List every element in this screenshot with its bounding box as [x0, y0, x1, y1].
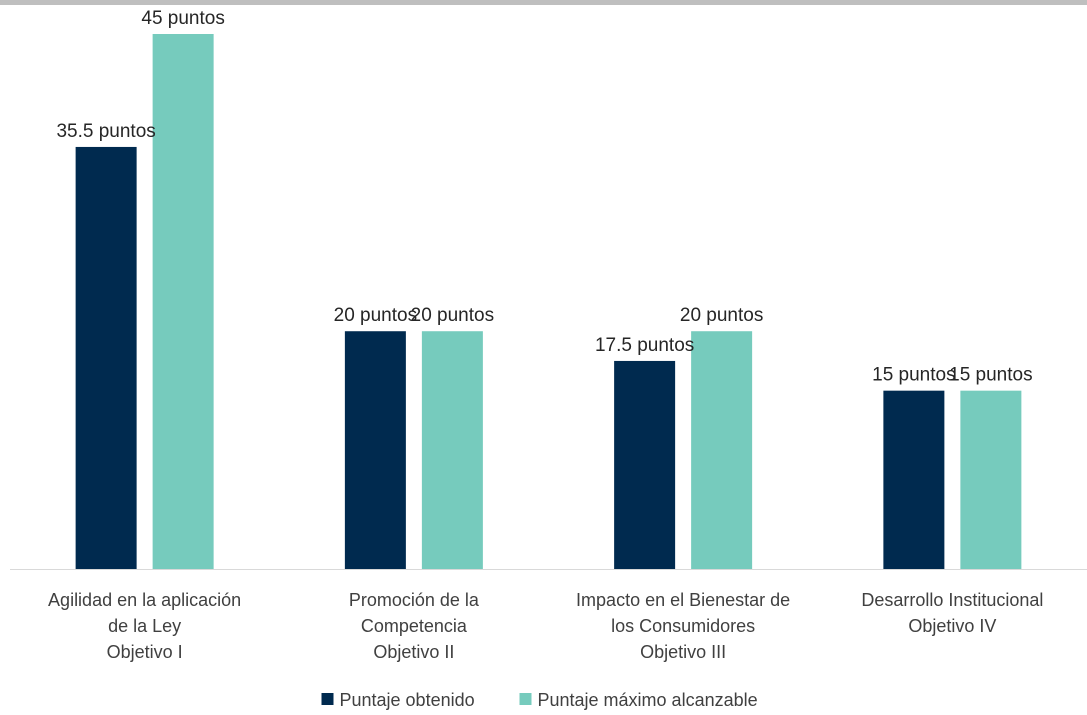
top-rule: [0, 0, 1087, 5]
bars-group: [75, 34, 1022, 569]
bar-label-obtenido-3: 17.5 puntos: [595, 335, 694, 356]
category-label-1: Agilidad en la aplicación de la Ley Objeti…: [48, 590, 241, 662]
legend-label-2: Puntaje máximo alcanzable: [538, 690, 758, 710]
bar-label-obtenido-1: 35.5 puntos: [56, 121, 155, 142]
legend-swatch-1: [321, 693, 334, 705]
legend: Puntaje obtenido Puntaje máximo alcanzabl…: [321, 690, 758, 710]
bar-obtenido-2: [344, 331, 406, 569]
category-label-3: Impacto en el Bienestar de los Consumidor…: [576, 590, 790, 662]
bar-label-maximo-2: 20 puntos: [411, 305, 494, 326]
bar-maximo-1: [152, 34, 214, 569]
bar-label-maximo-1: 45 puntos: [141, 8, 224, 29]
bar-label-maximo-3: 20 puntos: [680, 305, 763, 326]
category-label-4: Desarrollo Institucional Objetivo IV: [861, 590, 1043, 636]
category-labels-group: Agilidad en la aplicación de la Ley Objeti…: [48, 590, 1043, 662]
category-label-2: Promoción de la Competencia Objetivo II: [349, 590, 480, 662]
legend-swatch-2: [519, 693, 532, 705]
bar-label-maximo-4: 15 puntos: [949, 365, 1032, 386]
bar-label-obtenido-2: 20 puntos: [334, 305, 417, 326]
bar-label-obtenido-4: 15 puntos: [872, 365, 955, 386]
bar-obtenido-4: [883, 390, 945, 569]
bar-maximo-2: [421, 331, 483, 569]
bar-obtenido-1: [75, 146, 137, 569]
bar-obtenido-3: [614, 360, 676, 569]
bar-maximo-3: [691, 331, 753, 569]
bar-maximo-4: [960, 390, 1022, 569]
legend-label-1: Puntaje obtenido: [340, 690, 475, 710]
